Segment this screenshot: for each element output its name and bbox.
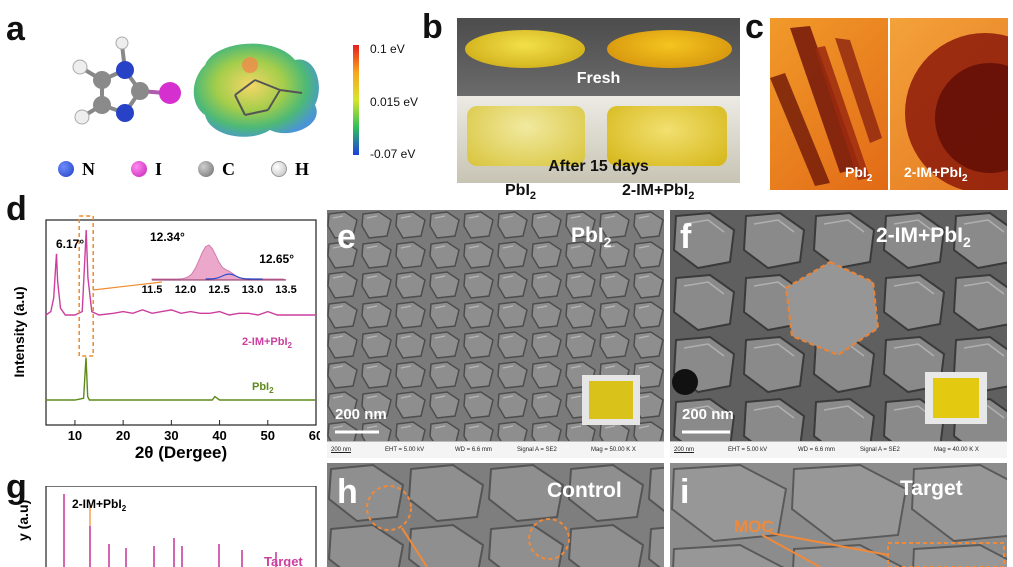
plot-frame: [45, 219, 317, 426]
ball-stick-molecule: [72, 36, 181, 125]
fresh-label: Fresh: [576, 70, 621, 87]
f-scale-label: 200 nm: [682, 406, 734, 423]
x-tick-label: 40: [212, 428, 226, 443]
x-tick-label: 60: [309, 428, 320, 443]
annotation-6-17: 6.17°: [56, 237, 84, 251]
x-axis-label: 2θ (Dergee): [135, 443, 227, 462]
panel-c-right-micrograph: 2-IM+PbI2: [890, 18, 1008, 190]
legend-item-c: C: [198, 159, 235, 180]
panel-e-sem: e PbI2 200 nm 200 nm EHT = 5.00 kV WD = …: [327, 210, 664, 458]
panel-label-i: i: [680, 473, 690, 511]
i-target-label: Target: [900, 477, 963, 500]
after-15-days-label: After 15 days: [548, 158, 649, 175]
carbon-atom-icon: [198, 161, 215, 177]
panel-label-d: d: [6, 190, 27, 228]
atom-legend: N I C H: [58, 157, 348, 181]
inset-tick-label: 12.5: [208, 284, 229, 296]
aged-2im-vial: [607, 106, 727, 166]
inset-tick-label: 12.0: [175, 284, 196, 296]
moc-label: MOC: [734, 517, 774, 536]
hexagonal-grain-highlight: [784, 260, 880, 357]
panel-g-chart: 2-IM+PbI2 Target y (a.u): [14, 486, 320, 567]
fresh-pbi2-vial: [465, 30, 585, 68]
panel-label-c: c: [745, 8, 764, 46]
panel-label-a: a: [6, 10, 25, 48]
legend-item-n: N: [58, 159, 95, 180]
colorbar: [353, 45, 359, 155]
electrostatic-potential-map: [193, 43, 319, 137]
hydrogen-atom-icon: [271, 161, 288, 177]
c-2im-label: 2-IM+PbI2: [904, 164, 968, 184]
panel-label-h: h: [337, 473, 358, 511]
g-target-label: Target: [264, 554, 303, 567]
iodine-atom-icon: [131, 161, 147, 177]
nitrogen-atom-icon: [58, 161, 74, 177]
defect-circle: [366, 485, 412, 531]
x-tick-label: 10: [68, 428, 82, 443]
inset-peak-label-2: 12.65°: [259, 252, 294, 266]
dark-void: [672, 369, 698, 395]
legend-item-i: I: [131, 159, 162, 180]
panel-c-left-micrograph: PbI2: [770, 18, 888, 190]
f-sem-info-bar: 200 nm EHT = 5.00 kV WD = 6.6 mm Signal …: [670, 441, 1007, 458]
g-series-label: 2-IM+PbI2: [72, 497, 127, 513]
pbi2-film-photo: [589, 381, 633, 419]
e-scale-label: 200 nm: [335, 406, 387, 423]
inset-zoom: 11.5 12.0 12.5 13.0 13.5 12.34° 12.65°: [142, 230, 297, 296]
series-line-0: [45, 229, 316, 316]
x-tick-label: 30: [164, 428, 178, 443]
c-pbi2-label: PbI2: [845, 164, 873, 184]
h-control-label: Control: [547, 479, 622, 502]
molecule-figure: 0.1 eV 0.015 eV -0.07 eV: [72, 36, 418, 161]
colorbar-max: 0.1 eV: [370, 42, 405, 56]
aged-pbi2-vial: [467, 106, 585, 166]
panel-a: 0.1 eV 0.015 eV -0.07 eV N I C H: [40, 25, 420, 195]
panel-label-e: e: [337, 218, 356, 256]
xrd-svg: 10 20 30 40 50 60 11.5 12.0 12.5 13.0 13.512.34°1…: [11, 215, 323, 462]
panel-h-sem: h Control: [327, 463, 664, 567]
2im-pbi2-caption: 2-IM+PbI2: [622, 182, 695, 203]
inset-tick-label: 13.0: [242, 284, 263, 296]
y-axis-label: Intensity (a.u): [14, 286, 27, 377]
panel-f-sem: f 2-IM+PbI2 200 nm 200 nm EHT = 5.00 kV …: [670, 210, 1007, 458]
pbi2-caption: PbI2: [505, 182, 537, 203]
panel-label-g: g: [6, 468, 27, 506]
2im-film-photo: [933, 378, 979, 418]
series-line-1: [46, 357, 316, 401]
colorbar-min: -0.07 eV: [370, 147, 415, 161]
fresh-photo: [457, 18, 740, 96]
panel-i-sem: i Target MOC: [670, 463, 1007, 567]
f-2im-label: 2-IM+PbI2: [876, 224, 971, 251]
panel-label-f: f: [680, 218, 692, 256]
x-tick-label: 20: [116, 428, 130, 443]
inset-tick-label: 13.5: [275, 284, 296, 296]
diffraction-lines: [63, 494, 277, 567]
inset-shoulder: [205, 273, 263, 280]
aged-photo: [457, 96, 740, 183]
inset-peak-label-1: 12.34°: [150, 230, 185, 244]
peak-highlight-box: [78, 215, 94, 357]
g-y-axis-label: y (a.u): [15, 500, 31, 541]
e-sem-info-bar: 200 nm EHT = 5.00 kV WD = 6.6 mm Signal …: [327, 441, 664, 458]
inset-peak: [151, 244, 287, 281]
x-tick-label: 50: [261, 428, 275, 443]
legend-item-h: H: [271, 159, 309, 180]
series-label-2im: 2-IM+PbI2: [242, 336, 293, 350]
series-label-pbi2: PbI2: [252, 381, 274, 395]
e-pbi2-label: PbI2: [571, 224, 612, 251]
panel-d-xrd-chart: 10 20 30 40 50 60 11.5 12.0 12.5 13.0 13.5 12.34° 1…: [11, 210, 323, 468]
defect-circle: [528, 518, 570, 560]
fresh-2im-vial: [607, 30, 732, 68]
panel-b-vial-photos: Fresh After 15 days: [457, 18, 740, 183]
panel-label-b: b: [422, 8, 443, 46]
colorbar-mid: 0.015 eV: [370, 95, 418, 109]
inset-tick-label: 11.5: [142, 284, 163, 296]
peak-zoom-line: [93, 281, 163, 291]
